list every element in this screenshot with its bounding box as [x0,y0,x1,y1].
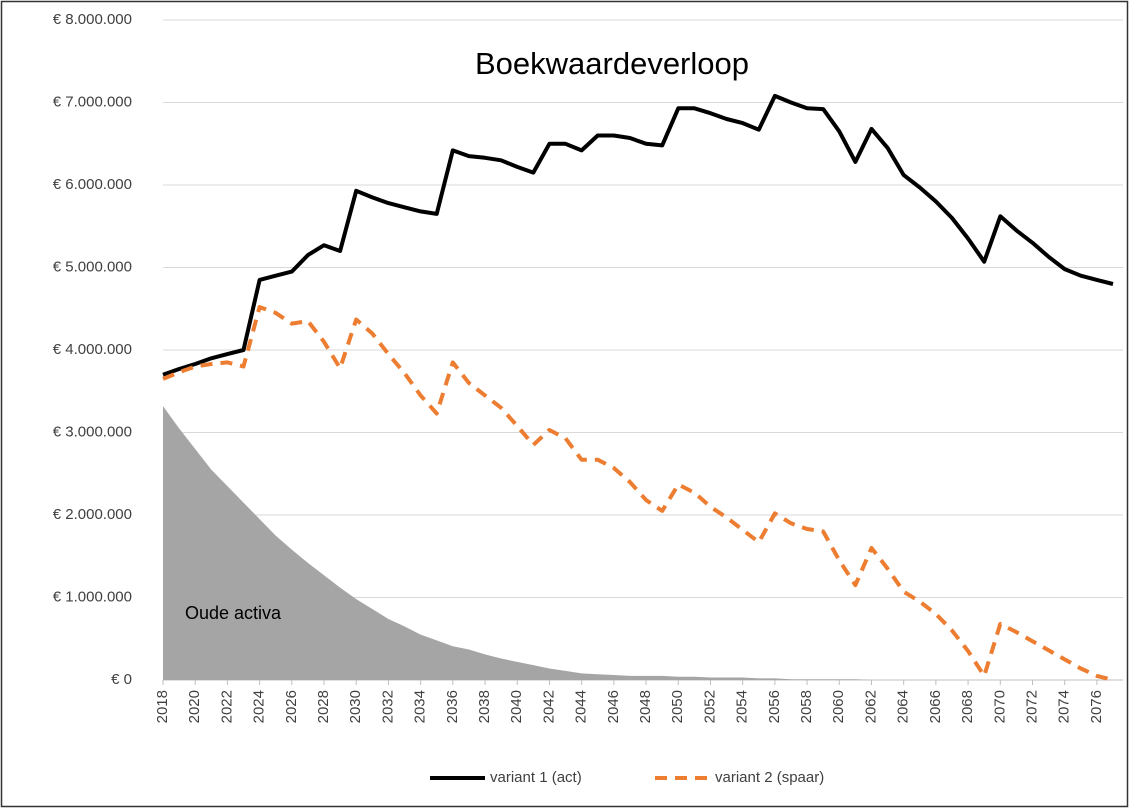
x-tick-label: 2034 [412,690,429,723]
chart-title: Boekwaardeverloop [475,46,749,81]
x-tick-label: 2070 [991,690,1008,723]
x-tick-label: 2064 [895,690,912,723]
y-tick-label: € 2.000.000 [53,506,132,523]
y-tick-label: € 5.000.000 [53,258,132,275]
line [162,305,1114,682]
x-tick-label: 2076 [1088,690,1105,723]
x-tick-label: 2018 [154,690,171,723]
y-tick-label: € 1.000.000 [53,588,132,605]
x-tick-label: 2054 [734,690,751,723]
y-tick-label: € 4.000.000 [53,341,132,358]
plot-area [162,93,1114,682]
x-tick-label: 2060 [830,690,847,723]
x-tick-label: 2030 [347,690,364,723]
x-tick-label: 2040 [508,690,525,723]
legend-label: variant 1 (act) [490,769,582,786]
legend-label: variant 2 (spaar) [715,769,824,786]
x-tick-label: 2020 [186,690,203,723]
y-tick-label: € 8.000.000 [53,11,132,28]
x-tick-label: 2026 [283,690,300,723]
x-tick-label: 2074 [1056,690,1073,723]
x-tick-label: 2032 [379,690,396,723]
x-tick-label: 2056 [766,690,783,723]
x-tick-label: 2044 [573,690,590,723]
y-tick-label: € 0 [111,671,132,688]
x-tick-label: 2062 [862,690,879,723]
x-tick-label: 2058 [798,690,815,723]
x-tick-label: 2052 [701,690,718,723]
y-tick-label: € 3.000.000 [53,423,132,440]
line [162,93,1114,377]
x-tick-label: 2022 [218,690,235,723]
x-tick-label: 2048 [637,690,654,723]
x-tick-label: 2024 [251,690,268,723]
x-tick-label: 2038 [476,690,493,723]
x-tick-label: 2046 [605,690,622,723]
area-label: Oude activa [185,603,282,623]
x-tick-label: 2066 [927,690,944,723]
y-tick-label: € 6.000.000 [53,176,132,193]
y-tick-label: € 7.000.000 [53,93,132,110]
x-tick-label: 2042 [540,690,557,723]
x-tick-label: 2028 [315,690,332,723]
area [163,406,1113,680]
x-tick-label: 2050 [669,690,686,723]
x-tick-label: 2072 [1023,690,1040,723]
x-tick-label: 2036 [444,690,461,723]
x-tick-label: 2068 [959,690,976,723]
